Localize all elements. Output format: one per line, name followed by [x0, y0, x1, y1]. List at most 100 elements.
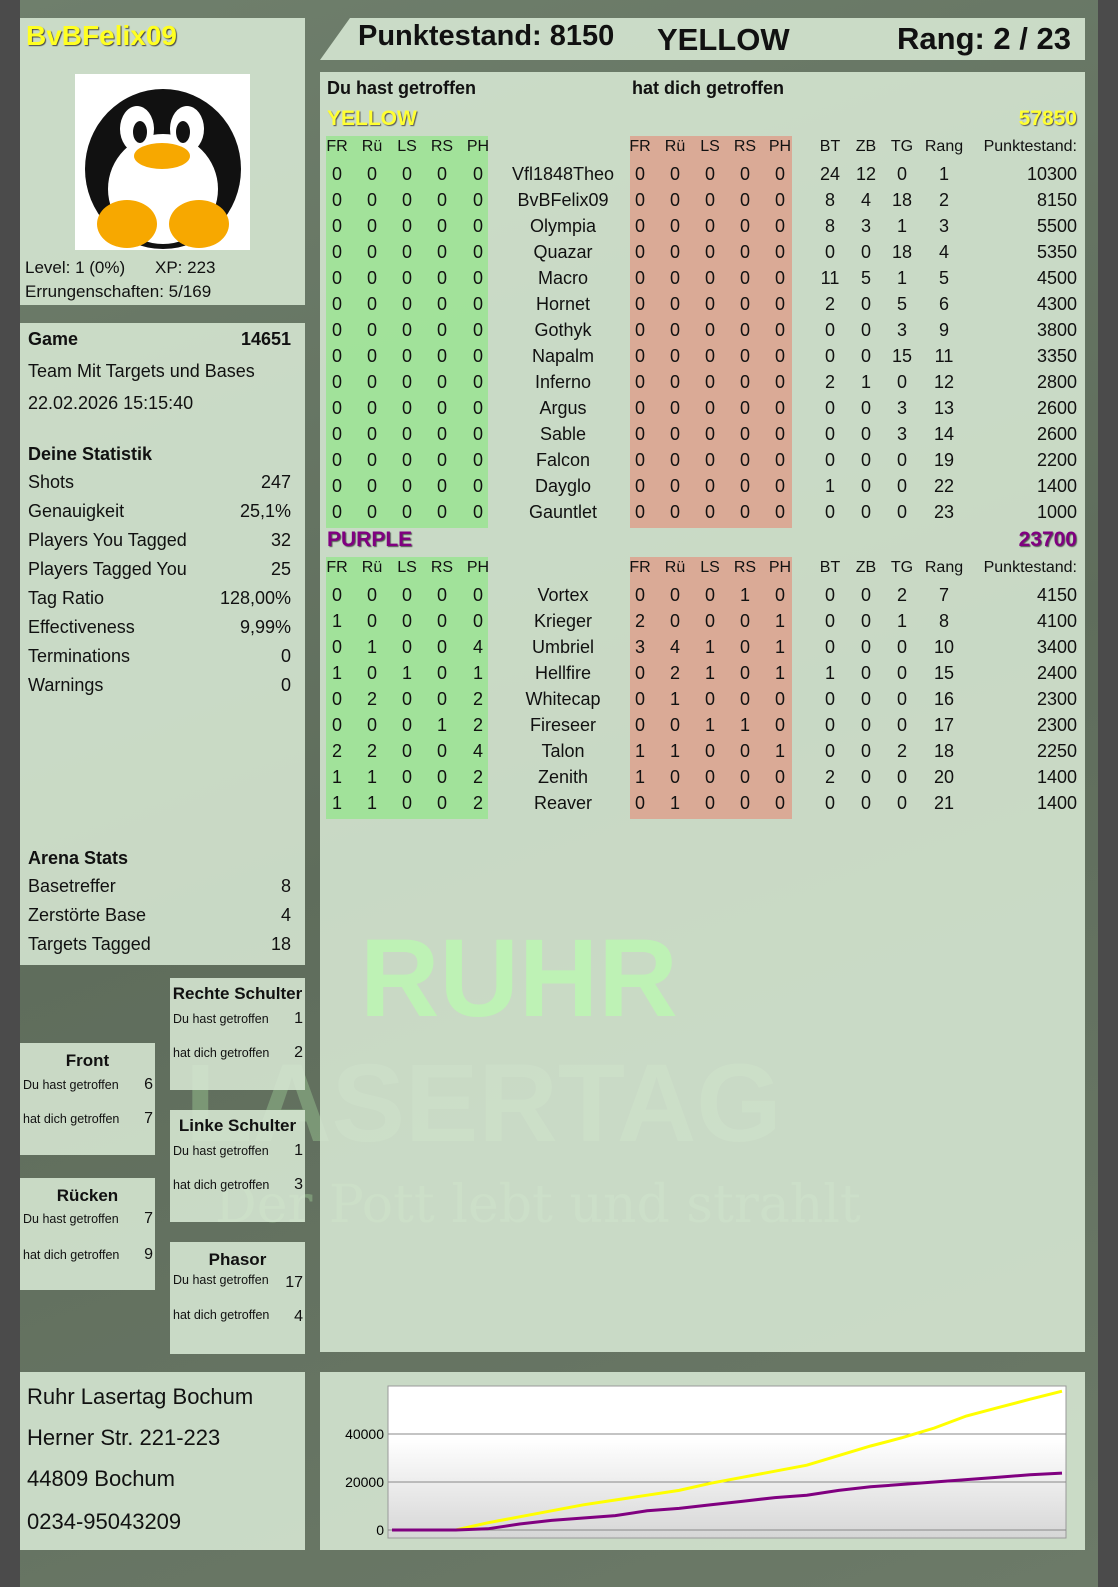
you-hit-cell: 0 [472, 320, 483, 340]
stat-cell: 2 [824, 294, 835, 314]
hit-you-cell: 0 [634, 164, 645, 184]
hit-you-cell: 0 [634, 320, 645, 340]
column-header: TG [890, 138, 914, 155]
you-hit-cell: 1 [472, 663, 483, 683]
player-row[interactable]: 0 0 0 0 0 Quazar 0 0 0 0 0 0 0 18 4 5350 [320, 242, 1085, 268]
player-name: Reaver [533, 793, 593, 813]
you-hit-cell: 0 [331, 320, 342, 340]
player-row[interactable]: 1 0 1 0 1 Hellfire 0 2 1 0 1 1 0 0 15 2400 [320, 663, 1085, 689]
stat-cell: 0 [896, 637, 907, 657]
you-hit-cell: 0 [401, 793, 412, 813]
column-header: RS [430, 138, 454, 155]
stat-cell: 3 [938, 216, 949, 236]
player-xp: XP: 223 [155, 258, 216, 277]
you-hit-cell: 0 [472, 216, 483, 236]
player-row[interactable]: 0 0 0 0 0 Olympia 0 0 0 0 0 8 3 1 3 5500 [320, 216, 1085, 242]
hit-you-cell: 1 [774, 663, 785, 683]
hit-you-cell: 0 [739, 793, 750, 813]
hit-you-cell: 0 [739, 372, 750, 392]
player-row[interactable]: 0 0 0 1 2 Fireseer 0 0 1 1 0 0 0 0 17 2300 [320, 715, 1085, 741]
y-tick-label: 20000 [345, 1474, 384, 1490]
column-header: BT [819, 138, 841, 155]
you-hit-cell: 0 [401, 372, 412, 392]
player-row[interactable]: 0 0 0 0 0 Gothyk 0 0 0 0 0 0 0 3 9 3800 [320, 320, 1085, 346]
hit-you-cell: 0 [774, 476, 785, 496]
player-row[interactable]: 0 0 0 0 0 Inferno 0 0 0 0 0 2 1 0 12 2800 [320, 372, 1085, 398]
player-row[interactable]: 0 0 0 0 0 Falcon 0 0 0 0 0 0 0 0 19 2200 [320, 450, 1085, 476]
hit-you-cell: 0 [634, 372, 645, 392]
plot-area [387, 1385, 1067, 1539]
player-row[interactable]: 0 0 0 0 0 Gauntlet 0 0 0 0 0 0 0 0 23 1000 [320, 502, 1085, 528]
you-hit-cell: 0 [472, 346, 483, 366]
column-header: PH [768, 138, 792, 155]
hit-you-cell: 0 [739, 320, 750, 340]
player-row[interactable]: 1 1 0 0 2 Zenith 1 0 0 0 0 2 0 0 20 1400 [320, 767, 1085, 793]
you-hit-cell: 0 [331, 585, 342, 605]
player-row[interactable]: 2 2 0 0 4 Talon 1 1 0 0 1 0 0 2 18 2250 [320, 741, 1085, 767]
stat-value: 0 [280, 646, 291, 666]
you-hit-cell: 0 [366, 320, 377, 340]
stat-cell: 0 [896, 715, 907, 735]
stat-cell: 11 [820, 268, 840, 288]
player-row[interactable]: 0 2 0 0 2 Whitecap 0 1 0 0 0 0 0 0 16 2300 [320, 689, 1085, 715]
you-hit-label: Du hast getroffen [173, 1012, 269, 1026]
hit-you-cell: 0 [739, 398, 750, 418]
player-row[interactable]: 1 1 0 0 2 Reaver 0 1 0 0 0 0 0 0 21 1400 [320, 793, 1085, 819]
you-hit-cell: 2 [331, 741, 342, 761]
body-part-rechte-schulter: Rechte Schulter Du hast getroffen 1 hat d… [170, 978, 305, 1090]
stat-value: 18 [270, 934, 291, 954]
player-row[interactable]: 0 0 0 0 0 Vfl1848Theo 0 0 0 0 0 24 12 0 1 10300 [320, 164, 1085, 190]
address-phone: 0234-95043209 [27, 1509, 182, 1534]
stat-cell: 8 [938, 611, 949, 631]
stat-cell: 0 [860, 611, 871, 631]
column-header: Rang [924, 559, 964, 576]
you-hit-cell: 0 [436, 294, 447, 314]
hit-you-cell: 0 [704, 190, 715, 210]
you-hit-cell: 0 [331, 476, 342, 496]
you-hit-cell: 0 [366, 346, 377, 366]
player-row[interactable]: 0 0 0 0 0 Sable 0 0 0 0 0 0 0 3 14 2600 [320, 424, 1085, 450]
player-row[interactable]: 0 0 0 0 0 Argus 0 0 0 0 0 0 0 3 13 2600 [320, 398, 1085, 424]
stat-cell: 2 [896, 585, 907, 605]
player-name: BvBFelix09 [517, 190, 609, 210]
game-datetime: 22.02.2026 15:15:40 [28, 393, 194, 413]
stat-cell: 0 [824, 637, 835, 657]
player-row[interactable]: 0 0 0 0 0 Napalm 0 0 0 0 0 0 0 15 11 3350 [320, 346, 1085, 372]
column-header: Punktestand: [983, 559, 1077, 576]
stat-row: Genauigkeit 25,1% [28, 501, 291, 522]
stat-cell: 0 [824, 450, 835, 470]
stat-cell: 15 [933, 663, 955, 683]
stat-cell: 0 [860, 294, 871, 314]
you-hit-cell: 0 [436, 663, 447, 683]
stat-cell: 0 [860, 320, 871, 340]
player-row[interactable]: 0 0 0 0 0 BvBFelix09 0 0 0 0 0 8 4 18 2 8150 [320, 190, 1085, 216]
hit-you-cell: 0 [669, 767, 680, 787]
you-hit-cell: 0 [436, 242, 447, 262]
hit-you-column-bg [630, 557, 792, 819]
stat-cell: 15 [891, 346, 913, 366]
player-row[interactable]: 0 0 0 0 0 Hornet 0 0 0 0 0 2 0 5 6 4300 [320, 294, 1085, 320]
stat-cell: 0 [824, 715, 835, 735]
stat-cell: 0 [860, 793, 871, 813]
you-hit-cell: 0 [436, 611, 447, 631]
hit-you-cell: 0 [669, 346, 680, 366]
you-hit-value: 7 [144, 1210, 153, 1227]
player-row[interactable]: 0 1 0 0 4 Umbriel 3 4 1 0 1 0 0 0 10 3400 [320, 637, 1085, 663]
hit-you-cell: 0 [704, 398, 715, 418]
stat-cell: 18 [933, 741, 955, 761]
hit-you-cell: 0 [704, 164, 715, 184]
hit-you-cell: 0 [739, 268, 750, 288]
stat-cell: 0 [860, 767, 871, 787]
player-row[interactable]: 0 0 0 0 0 Macro 0 0 0 0 0 11 5 1 5 4500 [320, 268, 1085, 294]
hit-you-value: 7 [144, 1110, 153, 1127]
player-row[interactable]: 1 0 0 0 0 Krieger 2 0 0 0 1 0 0 1 8 4100 [320, 611, 1085, 637]
stat-cell: 1 [896, 268, 907, 288]
player-name: Umbriel [531, 637, 594, 657]
you-hit-cell: 0 [366, 715, 377, 735]
player-row[interactable]: 0 0 0 0 0 Vortex 0 0 0 1 0 0 0 2 7 4150 [320, 585, 1085, 611]
you-hit-cell: 0 [331, 502, 342, 522]
you-hit-cell: 0 [401, 689, 412, 709]
column-header: PH [768, 559, 792, 576]
player-row[interactable]: 0 0 0 0 0 Dayglo 0 0 0 0 0 1 0 0 22 1400 [320, 476, 1085, 502]
you-hit-cell: 0 [366, 450, 377, 470]
